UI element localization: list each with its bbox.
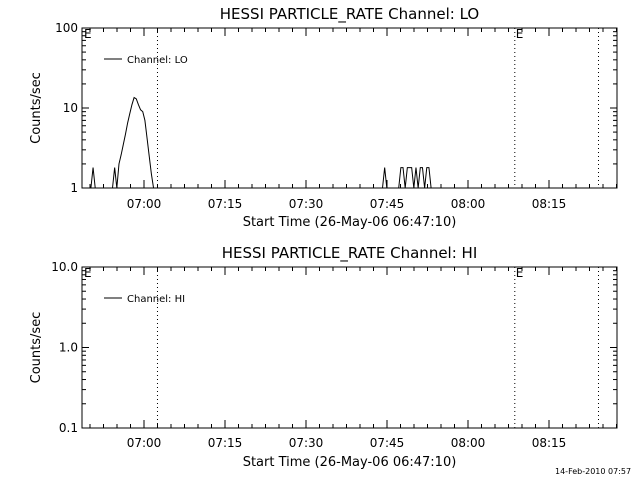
- legend-label: Channel: LO: [127, 55, 188, 66]
- footer-timestamp: 14-Feb-2010 07:57: [555, 467, 632, 476]
- plot-frame: [81, 266, 618, 429]
- y-tick-label: 0.1: [59, 421, 78, 435]
- event-marker: E: [516, 266, 524, 280]
- x-axis-label: Start Time (26-May-06 06:47:10): [243, 215, 457, 230]
- chart-title: HESSI PARTICLE_RATE Channel: HI: [222, 244, 478, 263]
- y-tick-label: 100: [55, 21, 78, 35]
- y-tick-label: 10: [63, 101, 78, 115]
- y-tick-label: 1: [70, 181, 78, 195]
- x-tick-label: 07:30: [289, 436, 324, 450]
- x-tick-label: 07:45: [370, 436, 405, 450]
- y-axis-label: Counts/sec: [29, 312, 44, 384]
- event-marker: E: [84, 27, 92, 41]
- event-marker: E: [84, 266, 92, 280]
- x-tick-label: 07:00: [127, 436, 162, 450]
- legend-label: Channel: HI: [127, 294, 185, 305]
- x-axis-label: Start Time (26-May-06 06:47:10): [243, 455, 457, 470]
- series-line: [90, 167, 98, 189]
- x-tick-label: 07:30: [289, 197, 324, 211]
- plot-frame: [81, 27, 618, 189]
- event-marker: E: [516, 27, 524, 41]
- x-tick-label: 08:00: [451, 436, 486, 450]
- series-line: [112, 96, 165, 189]
- x-tick-label: 08:15: [532, 436, 567, 450]
- x-tick-label: 07:00: [127, 197, 162, 211]
- x-tick-label: 07:45: [370, 197, 405, 211]
- y-tick-label: 10.0: [51, 260, 78, 274]
- series-line: [382, 167, 436, 189]
- x-tick-label: 07:15: [208, 197, 243, 211]
- x-tick-label: 08:15: [532, 197, 567, 211]
- y-axis-label: Counts/sec: [29, 72, 44, 144]
- chart-title: HESSI PARTICLE_RATE Channel: LO: [220, 5, 479, 24]
- x-tick-label: 07:15: [208, 436, 243, 450]
- y-tick-label: 1.0: [59, 341, 78, 355]
- x-tick-label: 08:00: [451, 197, 486, 211]
